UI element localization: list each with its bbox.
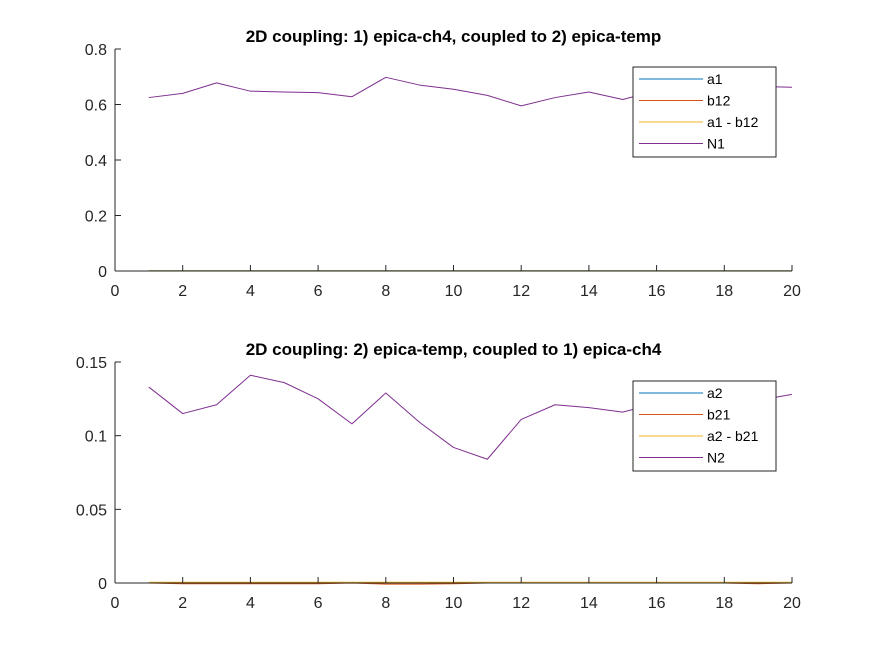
x-tick-label: 20: [783, 283, 801, 300]
legend-box: [632, 380, 777, 472]
y-tick-label: 0.4: [85, 153, 107, 170]
x-tick-label: 8: [381, 595, 390, 612]
legend-label: a1 - b12: [707, 114, 759, 130]
y-tick-label: 0.05: [76, 502, 107, 519]
legend-label: N1: [707, 136, 725, 152]
x-tick-label: 8: [381, 283, 390, 300]
legend-label: a2: [707, 385, 723, 401]
legend-box: [632, 66, 777, 158]
x-tick-label: 6: [314, 283, 323, 300]
x-tick-label: 0: [111, 595, 120, 612]
x-tick-label: 10: [445, 595, 463, 612]
legend: a2 b21 a2 - b21 N2: [632, 380, 777, 472]
x-tick-label: 12: [512, 595, 530, 612]
x-tick-label: 10: [445, 283, 463, 300]
y-tick-label: 0: [98, 264, 107, 281]
y-tick-label: 0: [98, 576, 107, 593]
x-tick-label: 6: [314, 595, 323, 612]
legend-label: a2 - b21: [707, 428, 759, 444]
legend-label: a1: [707, 71, 723, 87]
axes-bottom: 0 2 4 6 8 10 12 14 16 18 20 0 0.05 0.1 0.15 2D coupling…: [76, 340, 801, 612]
legend-label: b21: [707, 407, 731, 423]
x-tick-label: 2: [178, 595, 187, 612]
x-tick-label: 4: [246, 283, 255, 300]
y-tick-label: 0.6: [85, 98, 107, 115]
x-tick-label: 0: [111, 283, 120, 300]
y-tick-label: 0.8: [85, 42, 107, 59]
x-tick-label: 14: [580, 283, 598, 300]
legend: a1 b12 a1 - b12 N1: [632, 66, 777, 158]
y-tick-label: 0.2: [85, 209, 107, 226]
x-tick-label: 2: [178, 283, 187, 300]
x-tick-label: 14: [580, 595, 598, 612]
axes-top: 0 2 4 6 8 10 12 14 16 18 20 0 0.2 0.4 0.6 0.8 2D couplin…: [85, 27, 801, 300]
y-tick-label: 0.1: [85, 429, 107, 446]
chart-title: 2D coupling: 2) epica-temp, coupled to 1…: [246, 340, 662, 359]
x-tick-label: 16: [648, 595, 666, 612]
legend-label: N2: [707, 450, 725, 466]
x-tick-label: 20: [783, 595, 801, 612]
x-tick-label: 16: [648, 283, 666, 300]
x-tick-label: 4: [246, 595, 255, 612]
legend-label: b12: [707, 93, 731, 109]
chart-title: 2D coupling: 1) epica-ch4, coupled to 2)…: [246, 27, 662, 46]
x-tick-label: 18: [715, 283, 733, 300]
x-tick-label: 12: [512, 283, 530, 300]
y-tick-label: 0.15: [76, 355, 107, 372]
x-tick-label: 18: [715, 595, 733, 612]
